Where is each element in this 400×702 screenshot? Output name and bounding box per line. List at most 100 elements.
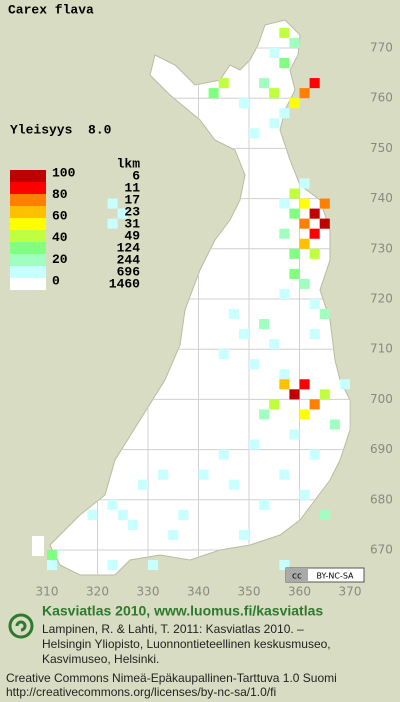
occurrence-cell xyxy=(279,198,290,209)
svg-text:cc: cc xyxy=(292,572,302,582)
occurrence-cell xyxy=(238,329,249,340)
y-tick-label: 720 xyxy=(370,292,393,306)
citation: Helsingin Yliopisto, Luonnontieteellinen… xyxy=(42,637,331,651)
occurrence-cell xyxy=(259,78,270,89)
legend-count: 17 xyxy=(124,192,140,207)
occurrence-cell xyxy=(319,389,330,400)
legend-swatch xyxy=(10,194,46,206)
legend-swatch xyxy=(10,254,46,266)
y-tick-label: 770 xyxy=(370,41,393,55)
occurrence-cell xyxy=(319,218,330,229)
occurrence-cell xyxy=(299,379,310,390)
occurrence-cell xyxy=(279,469,290,480)
logo xyxy=(8,613,34,639)
occurrence-cell xyxy=(228,308,239,320)
occurrence-cell xyxy=(299,178,310,189)
occurrence-cell xyxy=(47,559,58,571)
occurrence-cell xyxy=(289,208,300,219)
occurrence-cell xyxy=(279,228,290,239)
occurrence-cell xyxy=(319,198,330,209)
x-tick-label: 320 xyxy=(86,585,109,599)
occurrence-cell xyxy=(289,37,300,48)
land xyxy=(49,19,351,576)
license: Creative Commons Nimeä-Epäkaupallinen-Ta… xyxy=(6,671,337,685)
occurrence-cell xyxy=(269,339,280,350)
occurrence-cell xyxy=(279,369,290,380)
occurrence-cell xyxy=(289,98,300,109)
occurrence-cell xyxy=(218,349,229,360)
occurrence-cell xyxy=(107,559,118,571)
legend-count-title: lkm xyxy=(117,156,141,171)
occurrence-cell xyxy=(158,469,169,480)
occurrence-cell xyxy=(228,479,239,490)
y-tick-label: 710 xyxy=(370,342,393,356)
occurrence-cell xyxy=(259,409,270,420)
y-tick-label: 760 xyxy=(370,91,393,105)
occurrence-cell xyxy=(249,439,260,450)
occurrence-cell xyxy=(47,549,58,561)
occurrence-cell xyxy=(309,208,320,219)
legend-count: 6 xyxy=(132,168,140,183)
occurrence-cell xyxy=(289,429,300,440)
citation: Kasvimuseo, Helsinki. xyxy=(42,652,159,666)
occurrence-cell xyxy=(117,509,128,520)
occurrence-cell xyxy=(198,469,209,480)
occurrence-cell xyxy=(117,208,128,219)
occurrence-cell xyxy=(259,319,270,330)
y-tick-label: 700 xyxy=(370,392,393,406)
occurrence-cell xyxy=(319,308,330,320)
occurrence-cell xyxy=(269,399,280,410)
x-tick-label: 330 xyxy=(137,585,160,599)
occurrence-cell xyxy=(299,218,310,229)
x-tick-label: 360 xyxy=(288,585,311,599)
occurrence-cell xyxy=(87,509,98,520)
legend-swatch xyxy=(10,170,46,182)
legend-swatch xyxy=(10,278,46,290)
occurrence-cell xyxy=(299,489,310,500)
license: http://creativecommons.org/licenses/by-n… xyxy=(6,685,276,699)
legend-count: 244 xyxy=(117,252,141,267)
occurrence-cell xyxy=(309,78,320,89)
legend-count: 49 xyxy=(124,228,140,243)
occurrence-cell xyxy=(218,78,229,89)
legend-count: 124 xyxy=(117,240,141,255)
occurrence-cell xyxy=(289,389,300,400)
occurrence-cell xyxy=(107,198,118,209)
occurrence-cell xyxy=(319,509,330,520)
y-tick-label: 690 xyxy=(370,442,393,456)
legend-scale-label: 80 xyxy=(52,187,68,202)
occurrence-cell xyxy=(259,499,270,510)
occurrence-cell xyxy=(208,88,219,99)
frequency: Yleisyys 8.0 xyxy=(10,122,112,137)
legend-count: 23 xyxy=(124,204,140,219)
legend-count: 1460 xyxy=(109,276,140,291)
occurrence-cell xyxy=(339,379,350,390)
legend-count: 31 xyxy=(124,216,140,231)
occurrence-cell xyxy=(329,419,340,430)
legend-swatch xyxy=(10,242,46,254)
legend-swatch xyxy=(10,218,46,230)
occurrence-cell xyxy=(107,218,118,229)
occurrence-cell xyxy=(289,248,300,259)
occurrence-cell xyxy=(238,98,249,109)
occurrence-cell xyxy=(148,559,159,571)
legend-count: 696 xyxy=(117,264,141,279)
occurrence-cell xyxy=(299,88,310,99)
legend-swatch xyxy=(10,230,46,242)
legend-count: 11 xyxy=(124,180,140,195)
occurrence-cell xyxy=(289,268,300,279)
occurrence-cell xyxy=(279,288,290,299)
occurrence-cell xyxy=(309,228,320,239)
occurrence-cell xyxy=(299,238,310,249)
occurrence-cell xyxy=(279,559,290,571)
y-tick-label: 730 xyxy=(370,241,393,255)
x-tick-label: 350 xyxy=(238,585,261,599)
legend-scale-label: 0 xyxy=(52,273,60,288)
occurrence-cell xyxy=(218,449,229,460)
occurrence-cell xyxy=(168,529,179,540)
occurrence-cell xyxy=(309,248,320,259)
y-tick-label: 750 xyxy=(370,141,393,155)
legend-swatch xyxy=(10,266,46,278)
occurrence-cell xyxy=(309,329,320,340)
